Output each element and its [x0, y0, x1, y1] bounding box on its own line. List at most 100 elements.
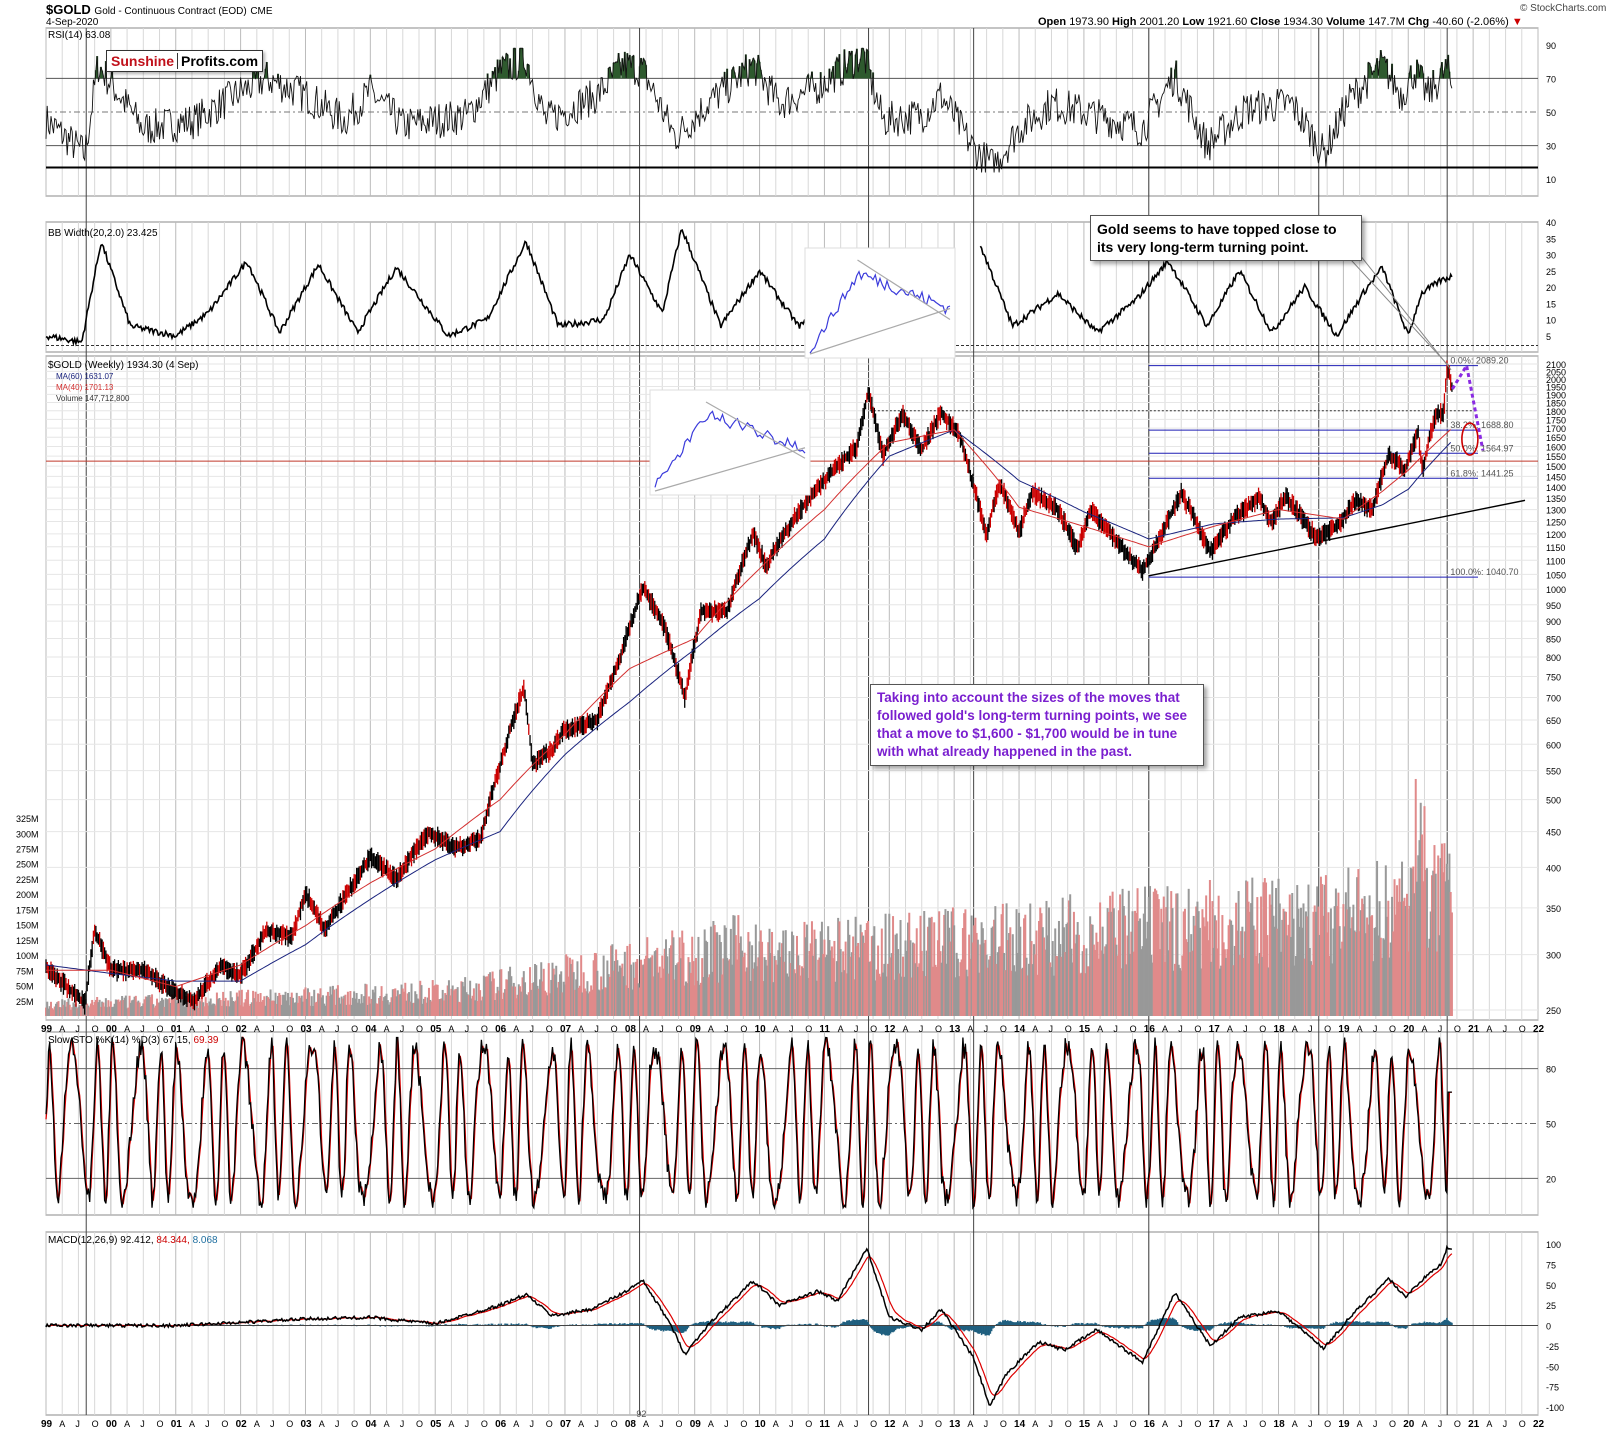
volume-bar: [316, 993, 319, 1016]
month-tick-label: O: [935, 1419, 942, 1429]
month-tick-label: A: [384, 1419, 390, 1429]
volume-bar: [530, 989, 533, 1016]
volume-bar: [540, 962, 543, 1016]
volume-bar: [129, 1002, 132, 1016]
volume-bar: [1322, 915, 1325, 1016]
volume-bar: [1020, 968, 1023, 1016]
volume-bar: [1312, 911, 1315, 1016]
month-tick-label: A: [1162, 1024, 1168, 1034]
volume-bar: [1296, 885, 1299, 1016]
volume-bar: [804, 937, 807, 1016]
volume-bar: [979, 944, 982, 1016]
volume-bar: [381, 1000, 384, 1016]
volume-bar: [273, 1000, 276, 1016]
high-value: 2001.20: [1139, 16, 1180, 28]
volume-bar: [94, 999, 97, 1016]
volume-bar: [506, 979, 509, 1016]
volume-bar: [1006, 940, 1009, 1016]
volume-bar: [408, 992, 411, 1016]
volume-bar: [1082, 945, 1085, 1016]
volume-bar: [976, 939, 979, 1016]
volume-bar: [744, 971, 747, 1016]
volume-bar: [172, 994, 175, 1016]
volume-bar: [1346, 909, 1349, 1016]
volume-bar: [903, 976, 906, 1016]
volume-bar: [371, 989, 374, 1016]
volume-bar: [1112, 908, 1115, 1016]
volume-bar: [1278, 903, 1281, 1016]
volume-bar: [792, 935, 795, 1016]
month-tick-label: J: [530, 1419, 535, 1429]
volume-bar: [1407, 951, 1410, 1016]
volume-bar: [67, 998, 70, 1016]
volume-bar: [1347, 867, 1350, 1016]
volume-bar: [531, 983, 534, 1016]
volume-tick-label: 325M: [16, 814, 39, 824]
volume-bar: [949, 941, 952, 1016]
volume-bar: [89, 1003, 92, 1016]
sto-tick-label: 20: [1546, 1174, 1556, 1184]
volume-bar: [399, 993, 402, 1016]
volume-bar: [475, 983, 478, 1016]
volume-bar: [739, 936, 742, 1016]
volume-bar: [1105, 944, 1108, 1016]
month-tick-label: A: [773, 1419, 779, 1429]
volume-bar: [439, 999, 442, 1016]
fib-label: 38.2%: 1688.80: [1450, 420, 1513, 430]
year-tick-label: 16: [1144, 1024, 1156, 1035]
volume-bar: [935, 966, 938, 1016]
volume-bar: [756, 966, 759, 1016]
volume-bar: [427, 987, 430, 1016]
volume-bar: [655, 950, 658, 1016]
volume-bar: [178, 999, 181, 1016]
month-tick-label: A: [773, 1024, 779, 1034]
volume-bar: [734, 935, 737, 1016]
volume-bar: [681, 930, 684, 1016]
volume-bar: [1018, 912, 1021, 1016]
volume-bar: [1262, 882, 1265, 1016]
volume-bar: [842, 951, 845, 1016]
volume-bar: [1334, 888, 1337, 1016]
month-tick-label: A: [1292, 1024, 1298, 1034]
volume-bar: [868, 961, 871, 1016]
fib-label: 0.0%: 2089.20: [1450, 356, 1508, 366]
volume-bar: [788, 951, 791, 1016]
volume-bar: [661, 955, 664, 1016]
volume-bar: [761, 941, 764, 1016]
volume-bar: [1127, 890, 1130, 1016]
volume-bar: [315, 1001, 318, 1016]
volume-bar: [1418, 840, 1421, 1016]
volume-bar: [295, 992, 298, 1016]
year-tick-label: 09: [690, 1024, 702, 1035]
volume-bar: [424, 996, 427, 1016]
volume-bar: [1120, 968, 1123, 1016]
month-tick-label: A: [967, 1024, 973, 1034]
volume-bar: [1149, 886, 1152, 1016]
volume-bar: [959, 962, 962, 1016]
volume-bar: [386, 1000, 389, 1016]
volume-bar: [308, 992, 311, 1016]
volume-bar: [310, 996, 313, 1016]
volume-bar: [1141, 946, 1144, 1016]
volume-bar: [108, 1006, 111, 1016]
volume-bar: [480, 1000, 483, 1016]
volume-bar: [577, 987, 580, 1016]
inset-frame: [649, 389, 811, 496]
volume-bar: [270, 1000, 273, 1016]
volume-bar: [404, 982, 407, 1016]
volume-bar: [180, 999, 183, 1016]
volume-bar: [112, 1006, 115, 1016]
volume-bar: [1420, 834, 1423, 1016]
volume-bar: [591, 989, 594, 1016]
volume-bar: [939, 951, 942, 1016]
volume-bar: [1019, 926, 1022, 1016]
volume-bar: [461, 981, 464, 1016]
month-tick-label: O: [1389, 1024, 1396, 1034]
year-tick-label: 15: [1079, 1419, 1091, 1430]
volume-bar: [1047, 907, 1050, 1016]
volume-bar: [858, 957, 861, 1016]
month-tick-label: O: [1389, 1419, 1396, 1429]
volume-bar: [1236, 930, 1239, 1016]
volume-bar: [1371, 915, 1374, 1016]
bbw-tick-label: 10: [1546, 316, 1556, 326]
